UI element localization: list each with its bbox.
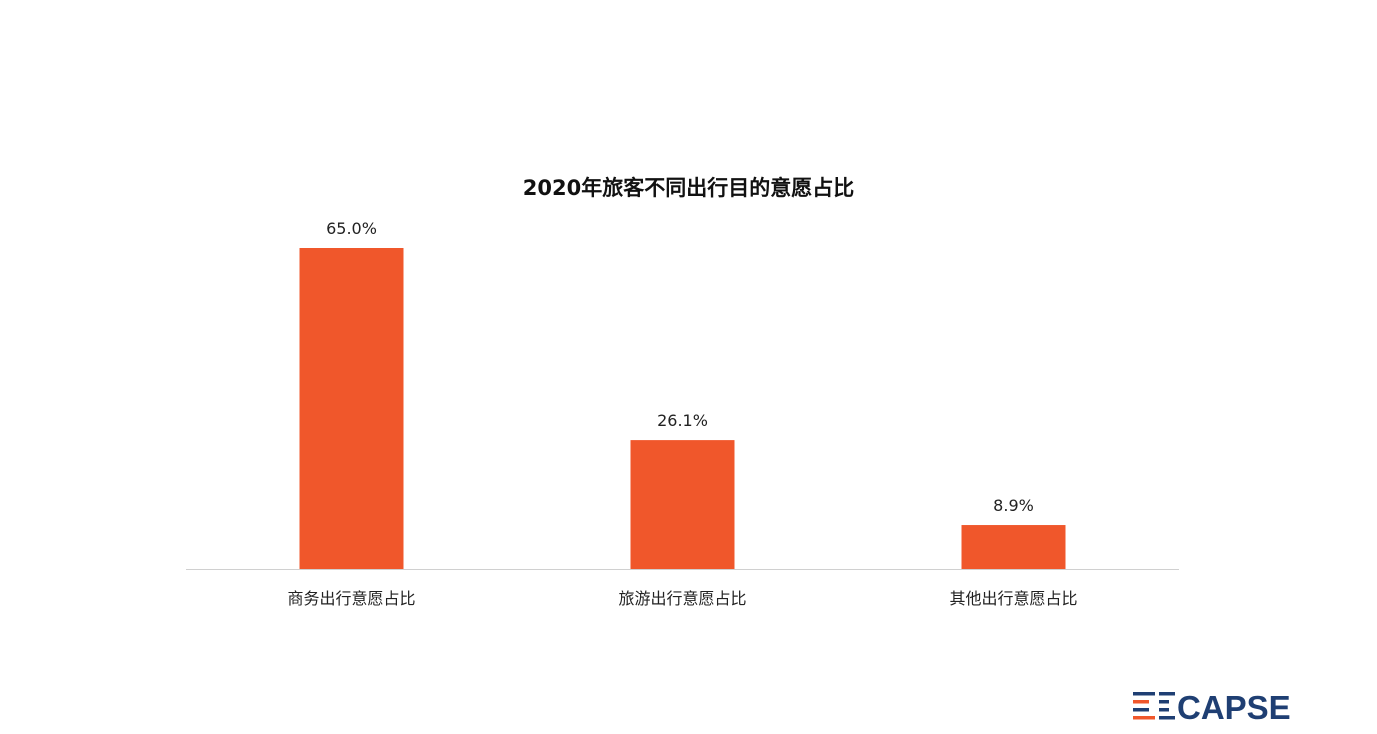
bar-2	[630, 440, 735, 569]
category-label-1: 商务出行意愿占比	[287, 589, 415, 608]
category-label-3: 其他出行意愿占比	[949, 589, 1077, 608]
bar-3	[961, 525, 1066, 569]
data-label-3: 8.9%	[993, 496, 1034, 515]
logo-mark	[1133, 692, 1175, 720]
category-label-2: 旅游出行意愿占比	[618, 589, 746, 608]
data-label-1: 65.0%	[326, 219, 377, 238]
logo-text: CAPSE	[1177, 689, 1291, 726]
bar-1	[299, 248, 404, 569]
data-label-2: 26.1%	[657, 411, 708, 430]
capse-logo: CAPSE	[1133, 689, 1291, 726]
chart-title: 2020年旅客不同出行目的意愿占比	[522, 176, 855, 200]
